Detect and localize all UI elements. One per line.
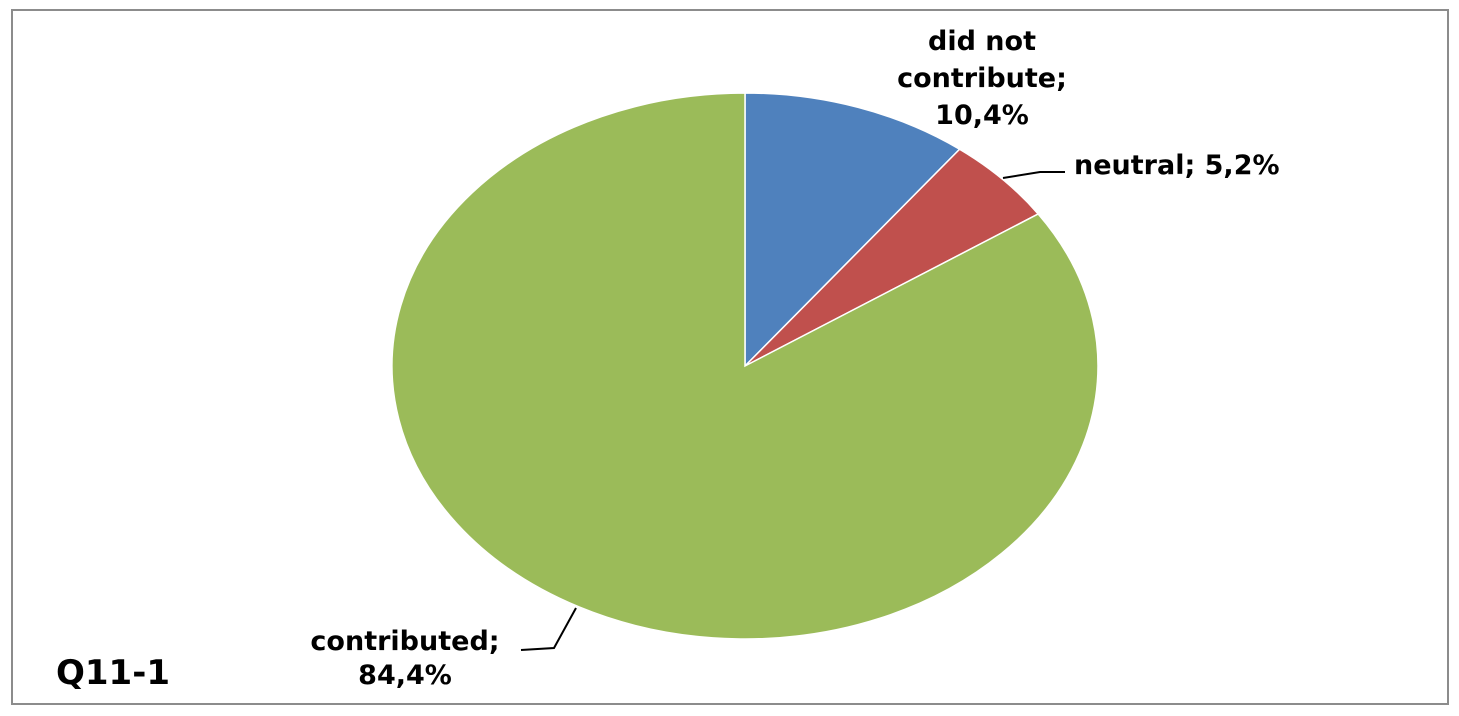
- label-leader-lines: [520, 171, 1065, 651]
- slice-label-line: contribute;: [897, 63, 1067, 94]
- slice-label-line: neutral; 5,2%: [1074, 150, 1280, 181]
- leader-line-neutral: [1002, 171, 1065, 179]
- slice-label-line: contributed;: [310, 626, 499, 657]
- slice-label-did-not-contribute: did not contribute; 10,4%: [897, 26, 1067, 131]
- slice-label-line: 10,4%: [935, 100, 1029, 131]
- pie-slice-contributed: [391, 92, 1099, 640]
- slice-label-line: did not: [928, 26, 1036, 57]
- slice-labels: did not contribute; 10,4% neutral; 5,2% cont…: [310, 26, 1279, 691]
- leader-line-contributed: [520, 607, 577, 651]
- slice-label-contributed: contributed; 84,4%: [310, 626, 499, 691]
- pie-slices: [391, 92, 1099, 640]
- corner-label: Q11-1: [56, 653, 170, 693]
- slice-label-line: 84,4%: [358, 660, 452, 691]
- slice-label-neutral: neutral; 5,2%: [1074, 150, 1280, 181]
- chart-frame: did not contribute; 10,4% neutral; 5,2% cont…: [11, 9, 1449, 705]
- pie-slice-did-not-contribute: [744, 92, 961, 368]
